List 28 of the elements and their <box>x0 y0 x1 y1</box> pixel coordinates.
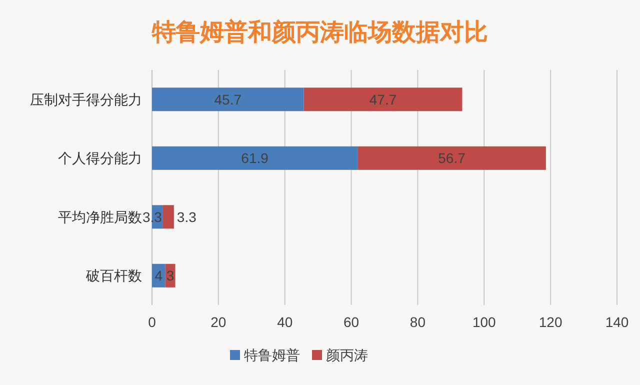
x-tick-label: 0 <box>148 314 156 330</box>
data-label: 56.7 <box>438 150 466 166</box>
y-tick-label: 破百杆数 <box>85 268 142 284</box>
bar <box>152 88 304 112</box>
data-label: 45.7 <box>214 91 242 108</box>
bar <box>152 264 166 288</box>
bar <box>152 146 358 170</box>
bar <box>162 205 174 229</box>
legend-label: 特鲁姆普 <box>244 347 300 363</box>
data-label: 3.3 <box>176 208 197 225</box>
x-tick-label: 80 <box>410 314 426 330</box>
x-tick-label: 140 <box>605 314 629 330</box>
bar <box>358 146 546 170</box>
chart-title: 特鲁姆普和颜丙涛临场数据对比 <box>151 17 488 46</box>
bar <box>304 88 462 112</box>
x-tick-label: 40 <box>277 314 293 330</box>
y-tick-label: 个人得分能力 <box>58 150 142 166</box>
data-label: 3 <box>166 268 174 284</box>
x-tick-label: 60 <box>343 314 360 330</box>
x-tick-label: 100 <box>472 314 496 330</box>
data-label: 47.7 <box>369 91 397 108</box>
y-tick-label: 压制对手得分能力 <box>30 91 142 108</box>
data-label: 4 <box>154 268 163 284</box>
x-tick-label: 120 <box>538 314 562 330</box>
legend-label: 颜丙涛 <box>326 347 368 363</box>
x-tick-label: 20 <box>210 314 226 330</box>
y-tick-label: 平均净胜局数 <box>58 208 142 225</box>
data-label: 61.9 <box>241 150 269 166</box>
